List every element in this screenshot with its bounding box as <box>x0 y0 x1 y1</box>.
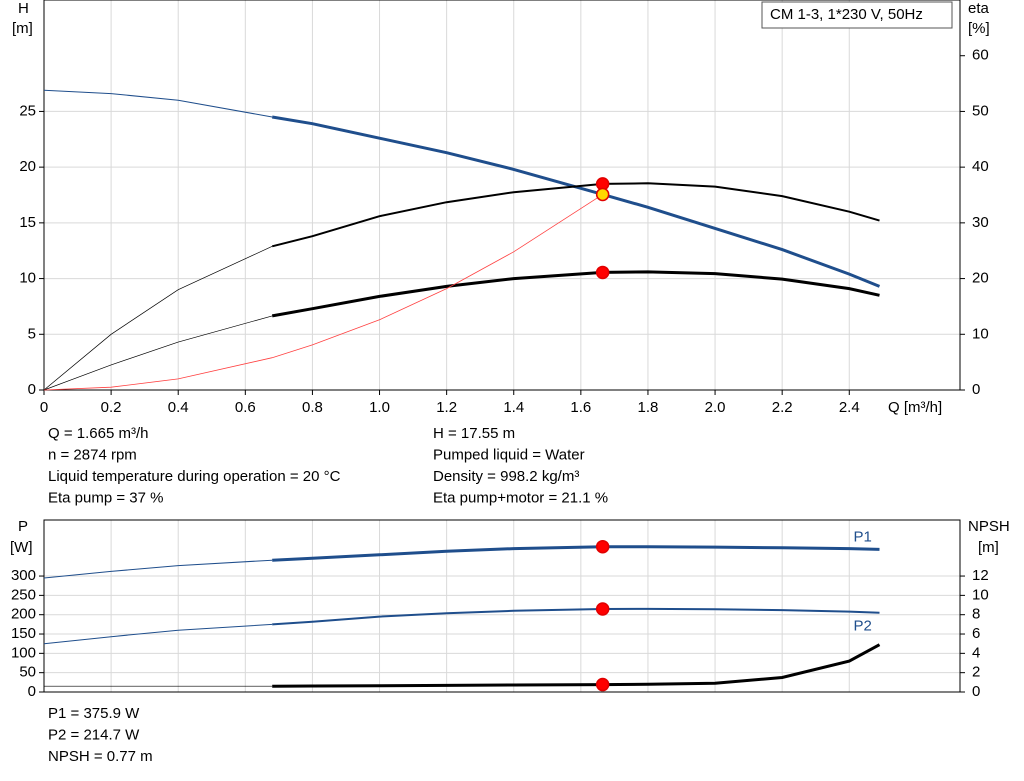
curve <box>43 245 273 391</box>
title-box <box>761 1 953 29</box>
y2-axis-label: [%] <box>968 20 990 37</box>
plot-frame <box>43 519 961 693</box>
curve-label: P1 <box>853 528 871 545</box>
info-text: Density = 998.2 kg/m³ <box>433 468 579 485</box>
y2-tick-label: 0 <box>972 381 980 398</box>
y2-tick-label: 4 <box>972 644 980 661</box>
x-axis-label: Q [m³/h] <box>888 399 942 416</box>
curve-label: P2 <box>853 618 871 635</box>
x-tick-label: 0.4 <box>168 399 189 416</box>
info-text: NPSH = 0.77 m <box>48 748 153 765</box>
x-tick-label: 1.2 <box>436 399 457 416</box>
info-text: H = 17.55 m <box>433 425 515 442</box>
y2-tick-label: 8 <box>972 606 980 623</box>
y-axis-label: H <box>18 0 29 17</box>
curve <box>43 623 273 645</box>
curve <box>272 545 880 562</box>
y-tick-label: 5 <box>28 325 36 342</box>
y2-axis-label: [m] <box>978 539 999 556</box>
x-tick-label: 1.0 <box>369 399 390 416</box>
y2-tick-label: 30 <box>972 214 989 231</box>
info-text: P2 = 214.7 W <box>48 726 140 743</box>
y-tick-label: 250 <box>11 586 36 603</box>
y-axis-label: [W] <box>10 539 33 556</box>
curve <box>272 643 881 688</box>
y-tick-label: 15 <box>19 214 36 231</box>
curve <box>43 559 273 579</box>
y-tick-label: 20 <box>19 158 36 175</box>
info-text: Liquid temperature during operation = 20… <box>48 468 341 485</box>
y2-tick-label: 50 <box>972 102 989 119</box>
y-tick-label: 100 <box>11 644 36 661</box>
x-tick-label: 0 <box>40 399 48 416</box>
operating-point <box>595 539 610 554</box>
operating-point <box>595 602 610 616</box>
x-tick-label: 1.4 <box>503 399 524 416</box>
y-tick-label: 0 <box>28 381 36 398</box>
x-tick-label: 0.6 <box>235 399 256 416</box>
info-text: Pumped liquid = Water <box>433 446 585 463</box>
y2-tick-label: 12 <box>972 567 989 584</box>
y2-tick-label: 10 <box>972 586 989 603</box>
y-axis-label: [m] <box>12 20 33 37</box>
y2-tick-label: 0 <box>972 683 980 700</box>
x-tick-label: 2.4 <box>839 399 860 416</box>
y2-tick-label: 20 <box>972 270 989 287</box>
y-tick-label: 50 <box>19 664 36 681</box>
y-tick-label: 200 <box>11 606 36 623</box>
y2-tick-label: 6 <box>972 625 980 642</box>
curve <box>271 182 880 248</box>
y2-axis-label: NPSH <box>968 518 1010 535</box>
y2-tick-label: 10 <box>972 325 989 342</box>
info-text: P1 = 375.9 W <box>48 705 140 722</box>
curve <box>271 115 881 288</box>
y-tick-label: 10 <box>19 270 36 287</box>
info-text: n = 2874 rpm <box>48 446 137 463</box>
x-tick-label: 1.6 <box>570 399 591 416</box>
y-tick-label: 300 <box>11 567 36 584</box>
x-tick-label: 2.0 <box>705 399 726 416</box>
curve <box>272 607 880 626</box>
curve <box>43 194 603 391</box>
curve <box>43 315 273 391</box>
y2-tick-label: 40 <box>972 158 989 175</box>
y-tick-label: 0 <box>28 683 36 700</box>
curve <box>43 89 273 118</box>
y-axis-label: P <box>18 518 28 535</box>
plot-frame <box>43 0 961 391</box>
y2-tick-label: 2 <box>972 664 980 681</box>
x-tick-label: 1.8 <box>638 399 659 416</box>
chart-title: CM 1-3, 1*230 V, 50Hz <box>770 6 923 23</box>
info-text: Eta pump+motor = 21.1 % <box>433 489 608 506</box>
x-tick-label: 0.8 <box>302 399 323 416</box>
y2-axis-label: eta <box>968 0 990 17</box>
y-tick-label: 150 <box>11 625 36 642</box>
info-text: Q = 1.665 m³/h <box>48 425 148 442</box>
y2-tick-label: 60 <box>972 47 989 64</box>
y-tick-label: 25 <box>19 102 36 119</box>
operating-point <box>595 677 610 692</box>
info-text: Eta pump = 37 % <box>48 489 164 506</box>
operating-point <box>595 265 610 280</box>
operating-point <box>595 187 610 202</box>
x-tick-label: 2.2 <box>772 399 793 416</box>
x-tick-label: 0.2 <box>101 399 122 416</box>
